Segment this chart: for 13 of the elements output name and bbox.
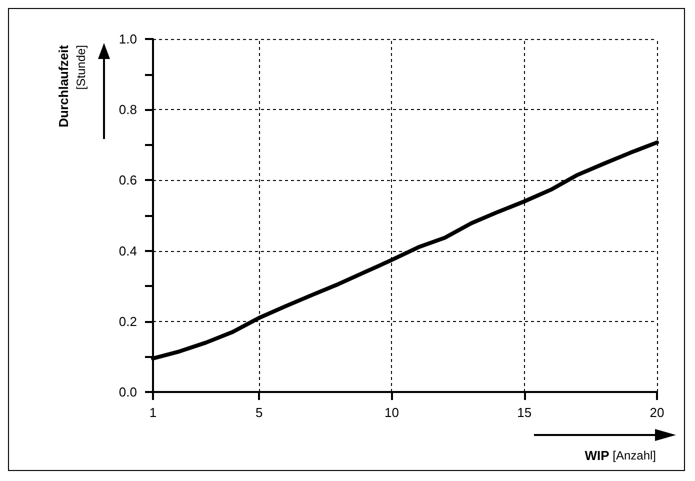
y-axis-title: Durchlaufzeit [Stunde] (56, 44, 88, 128)
x-tick-label: 20 (650, 405, 664, 420)
y-tick-label: 0.2 (118, 314, 137, 329)
x-tick-label: 5 (255, 405, 263, 420)
y-tick-label: 0.6 (118, 172, 137, 188)
y-tick-label: 0.0 (118, 384, 137, 400)
y-tick-label: 0.8 (118, 102, 137, 118)
x-tick-label: 1 (149, 405, 157, 420)
x-tick-label: 15 (517, 405, 532, 420)
x-tick-label: 10 (384, 405, 399, 420)
x-axis-title: WIP [Anzahl] (584, 448, 656, 463)
y-tick-label: 0.4 (118, 243, 137, 258)
y-tick-label: 1.0 (118, 32, 137, 46)
